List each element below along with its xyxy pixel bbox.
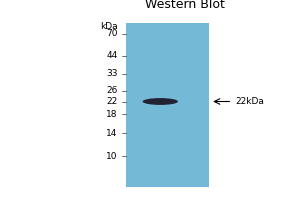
Text: 44: 44 bbox=[106, 51, 118, 60]
Text: 18: 18 bbox=[106, 110, 118, 119]
Text: 10: 10 bbox=[106, 152, 118, 161]
Text: 14: 14 bbox=[106, 129, 118, 138]
Bar bbox=[127, 23, 209, 187]
Text: 22: 22 bbox=[106, 97, 118, 106]
Text: 33: 33 bbox=[106, 69, 118, 78]
Text: Western Blot: Western Blot bbox=[145, 0, 225, 11]
Ellipse shape bbox=[143, 98, 178, 105]
Text: 26: 26 bbox=[106, 86, 118, 95]
Text: kDa: kDa bbox=[100, 22, 118, 31]
Text: 22kDa: 22kDa bbox=[235, 97, 264, 106]
Text: 70: 70 bbox=[106, 29, 118, 38]
